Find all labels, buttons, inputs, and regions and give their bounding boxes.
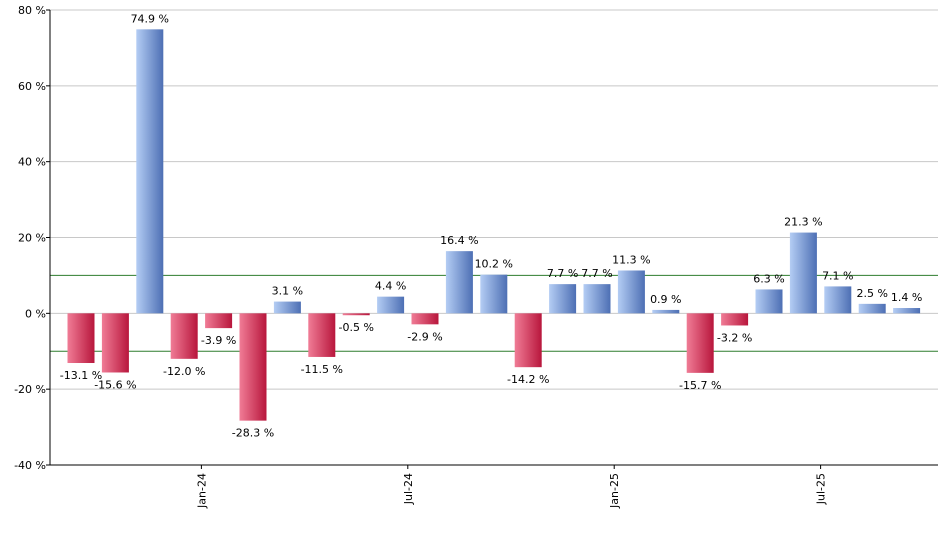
bar bbox=[617, 270, 645, 314]
bar bbox=[893, 308, 921, 314]
data-label: 11.3 % bbox=[612, 253, 650, 266]
bar bbox=[308, 313, 336, 357]
data-label: 2.5 % bbox=[856, 287, 887, 300]
data-label: 74.9 % bbox=[131, 12, 169, 25]
x-tick-label: Jan-24 bbox=[195, 473, 208, 509]
bar bbox=[652, 309, 680, 314]
data-labels: -13.1 %-15.6 % 74.9 % -12.0 % -3.9 % -28.3 %… bbox=[60, 12, 923, 439]
data-label: 21.3 % bbox=[784, 216, 822, 229]
data-label: 7.1 % bbox=[822, 269, 853, 282]
bar bbox=[273, 301, 301, 314]
data-label: 10.2 % bbox=[475, 258, 513, 271]
bar bbox=[858, 303, 886, 314]
bar bbox=[411, 313, 439, 325]
bar bbox=[67, 313, 95, 364]
data-label: -13.1 % bbox=[60, 369, 102, 382]
data-label: -15.6 % bbox=[94, 378, 136, 391]
y-tick-label: 40 % bbox=[18, 156, 46, 169]
data-label: -15.7 % bbox=[679, 379, 721, 392]
bar bbox=[789, 232, 817, 314]
data-label: -14.2 % bbox=[507, 373, 549, 386]
data-label: 3.1 % bbox=[272, 285, 303, 298]
data-label: 1.4 % bbox=[891, 291, 922, 304]
x-tick-label: Jul-25 bbox=[815, 473, 828, 505]
data-label: 16.4 % bbox=[440, 234, 478, 247]
data-label: 7.7 % bbox=[547, 267, 578, 280]
data-label: -28.3 % bbox=[232, 427, 274, 440]
bar bbox=[755, 289, 783, 314]
bar bbox=[824, 286, 852, 314]
data-label: -2.9 % bbox=[407, 330, 442, 343]
bar bbox=[514, 313, 542, 368]
axes: 80 % 60 % 40 % 20 % 0 % -20 % -40 % Jan-24 Jul-2… bbox=[14, 4, 938, 509]
bar bbox=[205, 313, 233, 329]
x-tick-label: Jan-25 bbox=[608, 473, 621, 509]
data-label: -11.5 % bbox=[301, 363, 343, 376]
bar bbox=[549, 284, 577, 314]
data-label: 0.9 % bbox=[650, 293, 681, 306]
bar bbox=[342, 313, 370, 316]
bar bbox=[445, 251, 473, 314]
bar bbox=[721, 313, 749, 326]
data-label: -0.5 % bbox=[338, 321, 373, 334]
data-label: 6.3 % bbox=[753, 272, 784, 285]
bar bbox=[583, 284, 611, 314]
bar bbox=[170, 313, 198, 359]
y-tick-label: 0 % bbox=[25, 307, 46, 320]
gridlines bbox=[50, 9, 938, 390]
bars bbox=[67, 29, 921, 421]
data-label: 4.4 % bbox=[375, 280, 406, 293]
bar bbox=[377, 296, 405, 314]
bar bbox=[136, 29, 164, 314]
bar bbox=[239, 313, 267, 421]
data-label: -3.2 % bbox=[717, 331, 752, 344]
data-label: 7.7 % bbox=[581, 267, 612, 280]
y-tick-label: -20 % bbox=[14, 383, 46, 396]
bar bbox=[480, 274, 508, 314]
x-tick-label: Jul-24 bbox=[402, 473, 415, 505]
y-tick-label: 20 % bbox=[18, 232, 46, 245]
y-tick-label: 80 % bbox=[18, 4, 46, 17]
data-label: -3.9 % bbox=[201, 334, 236, 347]
data-label: -12.0 % bbox=[163, 365, 205, 378]
y-tick-label: 60 % bbox=[18, 80, 46, 93]
y-tick-label: -40 % bbox=[14, 459, 46, 472]
bar bbox=[101, 313, 129, 373]
bar bbox=[686, 313, 714, 373]
